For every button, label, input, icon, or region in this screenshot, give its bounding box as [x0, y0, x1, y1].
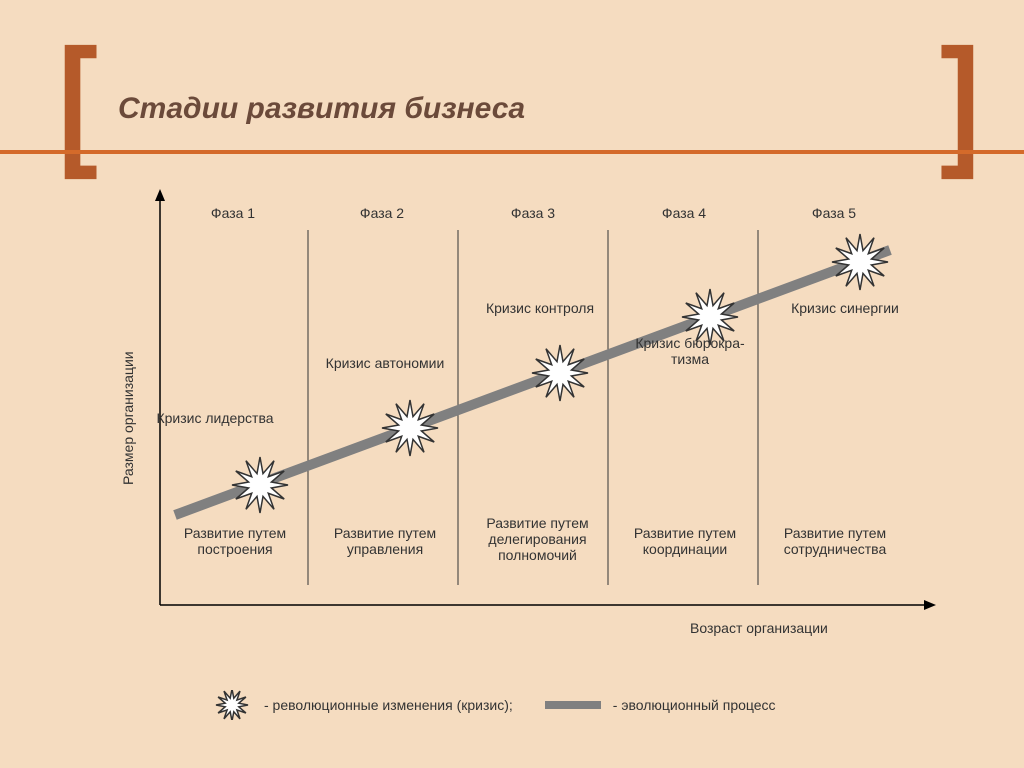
legend-item: - эволюционный процесс	[543, 690, 776, 720]
crisis-label: Кризис автономии	[325, 355, 445, 371]
x-axis-label: Возраст организации	[690, 620, 828, 636]
crisis-label: Кризис бюрокра-тизма	[630, 335, 750, 367]
legend-text: - революционные изменения (кризис);	[264, 697, 513, 713]
development-label: Развитие путем координации	[615, 525, 755, 557]
crisis-label: Кризис лидерства	[155, 410, 275, 426]
phase-label: Фаза 5	[794, 205, 874, 221]
phase-label: Фаза 2	[342, 205, 422, 221]
phase-label: Фаза 4	[644, 205, 724, 221]
crisis-label: Кризис контроля	[480, 300, 600, 316]
y-axis-label: Размер организации	[120, 351, 136, 485]
legend-item: - революционные изменения (кризис);	[210, 690, 513, 720]
development-label: Развитие путем построения	[165, 525, 305, 557]
crisis-label: Кризис синергии	[785, 300, 905, 316]
development-label: Развитие путем управления	[315, 525, 455, 557]
legend: - революционные изменения (кризис); - эво…	[210, 690, 776, 720]
accent-line	[0, 150, 1024, 154]
legend-text: - эволюционный процесс	[613, 697, 776, 713]
chart-area: Фаза 1 Фаза 2 Фаза 3 Фаза 4 Фаза 5 Кризис лид…	[90, 185, 940, 645]
slide-title: Стадии развития бизнеса	[118, 92, 525, 126]
phase-label: Фаза 1	[193, 205, 273, 221]
phase-label: Фаза 3	[493, 205, 573, 221]
development-label: Развитие путем сотрудничества	[760, 525, 910, 557]
development-label: Развитие путем делегирования полномочий	[465, 515, 610, 563]
